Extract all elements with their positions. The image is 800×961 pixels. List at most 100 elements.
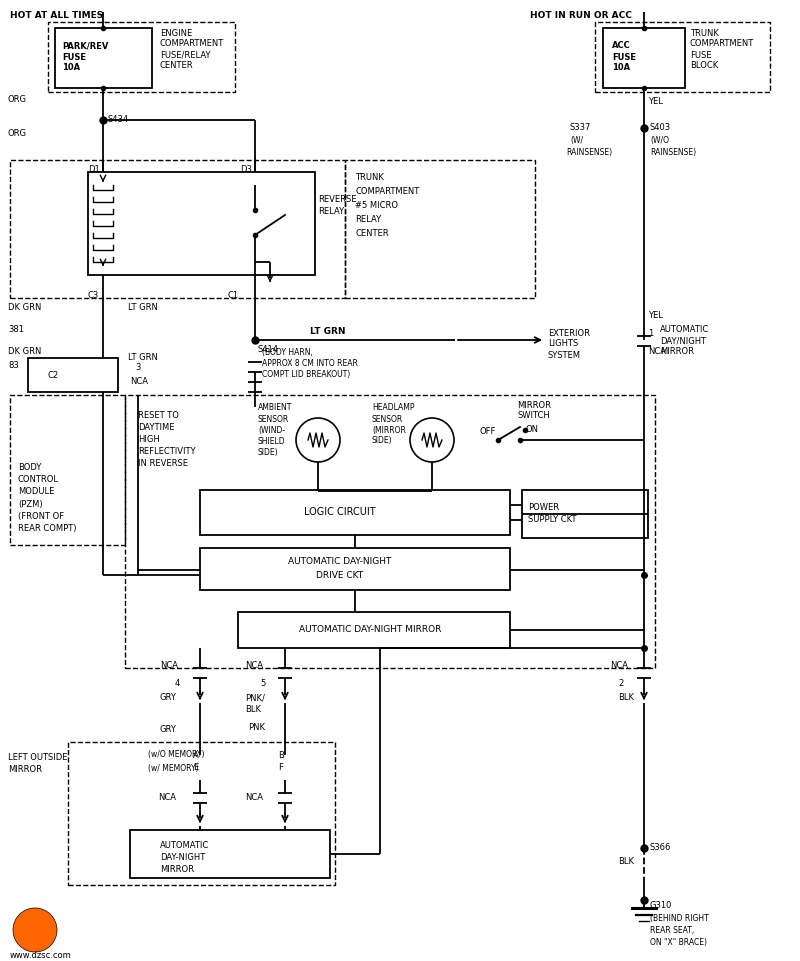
Text: S366: S366 [650, 844, 671, 852]
Text: NCA: NCA [130, 378, 148, 386]
Text: DK GRN: DK GRN [8, 348, 42, 357]
Text: BLK: BLK [618, 857, 634, 867]
Text: SHIELD: SHIELD [258, 436, 286, 446]
Bar [48, 22, 235, 92]
Text: LIGHTS: LIGHTS [548, 339, 578, 349]
Text: C2: C2 [48, 371, 59, 380]
Text: (w/O MEMORY): (w/O MEMORY) [148, 751, 205, 759]
Text: LT GRN: LT GRN [128, 353, 158, 361]
Text: DAY/NIGHT: DAY/NIGHT [660, 336, 706, 346]
Text: SENSOR: SENSOR [258, 414, 290, 424]
Text: AUTOMATIC DAY-NIGHT MIRROR: AUTOMATIC DAY-NIGHT MIRROR [299, 626, 441, 634]
Text: HOT AT ALL TIMES: HOT AT ALL TIMES [10, 11, 103, 19]
Text: REVERSE: REVERSE [318, 195, 357, 205]
Circle shape [296, 418, 340, 462]
Bar [130, 830, 330, 878]
Text: DAYTIME: DAYTIME [138, 423, 174, 431]
Text: NCA: NCA [245, 794, 263, 802]
Text: BLOCK: BLOCK [690, 62, 718, 70]
Text: BLK: BLK [245, 705, 261, 714]
Text: S434: S434 [108, 115, 129, 125]
Text: MIRROR: MIRROR [160, 866, 194, 875]
Text: YEL: YEL [648, 310, 663, 319]
Text: ENGINE: ENGINE [160, 29, 192, 37]
Text: E: E [193, 763, 198, 773]
Text: HIGH: HIGH [138, 434, 160, 443]
Text: S414: S414 [258, 346, 279, 355]
Text: F: F [278, 763, 283, 773]
Text: FUSE: FUSE [690, 51, 711, 60]
Text: (W/O: (W/O [650, 136, 669, 144]
Text: PNK: PNK [248, 724, 265, 732]
Text: IN REVERSE: IN REVERSE [138, 458, 188, 467]
Text: GRY: GRY [160, 694, 177, 702]
Text: RAINSENSE): RAINSENSE) [566, 147, 612, 157]
Text: (FRONT OF: (FRONT OF [18, 511, 64, 521]
Bar [125, 395, 655, 668]
Text: (WIND-: (WIND- [258, 426, 285, 434]
Text: D1: D1 [88, 165, 100, 175]
Text: COMPARTMENT: COMPARTMENT [355, 187, 419, 196]
Bar [28, 358, 118, 392]
Text: www.dzsc.com: www.dzsc.com [10, 950, 72, 959]
Text: (PZM): (PZM) [18, 500, 42, 508]
Text: S337: S337 [570, 124, 591, 133]
Text: 4: 4 [175, 678, 180, 687]
Circle shape [13, 908, 57, 952]
Text: AMBIENT: AMBIENT [258, 404, 292, 412]
Text: DAY-NIGHT: DAY-NIGHT [160, 853, 206, 863]
Text: REAR COMPT): REAR COMPT) [18, 524, 77, 532]
Text: REFLECTIVITY: REFLECTIVITY [138, 447, 195, 456]
Bar [595, 22, 770, 92]
Bar [88, 172, 315, 275]
Text: DK GRN: DK GRN [8, 304, 42, 312]
Bar [10, 160, 345, 298]
Text: ACC: ACC [612, 41, 630, 51]
Text: AUTOMATIC: AUTOMATIC [660, 326, 710, 334]
Text: DRIVE CKT: DRIVE CKT [317, 571, 363, 579]
Text: RAINSENSE): RAINSENSE) [650, 147, 696, 157]
Text: HEADLAMP: HEADLAMP [372, 404, 414, 412]
Text: NCA: NCA [160, 660, 178, 670]
Text: SIDE): SIDE) [372, 436, 393, 446]
Text: COMPARTMENT: COMPARTMENT [160, 39, 224, 48]
Text: OFF: OFF [480, 428, 496, 436]
Text: NCA: NCA [158, 794, 176, 802]
Circle shape [410, 418, 454, 462]
Text: S403: S403 [650, 124, 671, 133]
Text: D3: D3 [240, 165, 252, 175]
Text: PARK/REV: PARK/REV [62, 41, 108, 51]
Text: FUSE: FUSE [62, 53, 86, 62]
Bar [603, 28, 685, 88]
Text: TRUNK: TRUNK [355, 174, 384, 183]
Text: 5: 5 [260, 678, 266, 687]
Text: 10A: 10A [612, 63, 630, 72]
Text: C3: C3 [88, 291, 99, 301]
Text: RELAY: RELAY [318, 208, 344, 216]
Text: LT GRN: LT GRN [310, 328, 346, 336]
Text: LT GRN: LT GRN [128, 304, 158, 312]
Text: COMPARTMENT: COMPARTMENT [690, 39, 754, 48]
Text: SYSTEM: SYSTEM [548, 351, 581, 359]
Text: MIRROR: MIRROR [660, 348, 694, 357]
Text: NCA: NCA [610, 660, 628, 670]
Text: MODULE: MODULE [18, 487, 54, 497]
Text: G310: G310 [650, 901, 672, 910]
Text: FUSE: FUSE [612, 53, 636, 62]
Text: #5 MICRO: #5 MICRO [355, 202, 398, 210]
Text: (BODY HARN,: (BODY HARN, [262, 349, 313, 357]
Text: AUTOMATIC: AUTOMATIC [160, 842, 210, 850]
Text: 10A: 10A [62, 63, 80, 72]
Text: SIDE): SIDE) [258, 448, 278, 456]
Bar [522, 490, 648, 538]
Text: ON "X" BRACE): ON "X" BRACE) [650, 938, 707, 947]
Text: BODY: BODY [18, 463, 42, 473]
Text: LEFT OUTSIDE: LEFT OUTSIDE [8, 753, 67, 762]
Text: CENTER: CENTER [160, 62, 194, 70]
Bar [345, 160, 535, 298]
Text: TRUNK: TRUNK [690, 29, 719, 37]
Text: HOT IN RUN OR ACC: HOT IN RUN OR ACC [530, 11, 632, 19]
Bar [10, 395, 125, 545]
Text: (W/: (W/ [570, 136, 583, 144]
Text: MIRROR: MIRROR [517, 401, 551, 409]
